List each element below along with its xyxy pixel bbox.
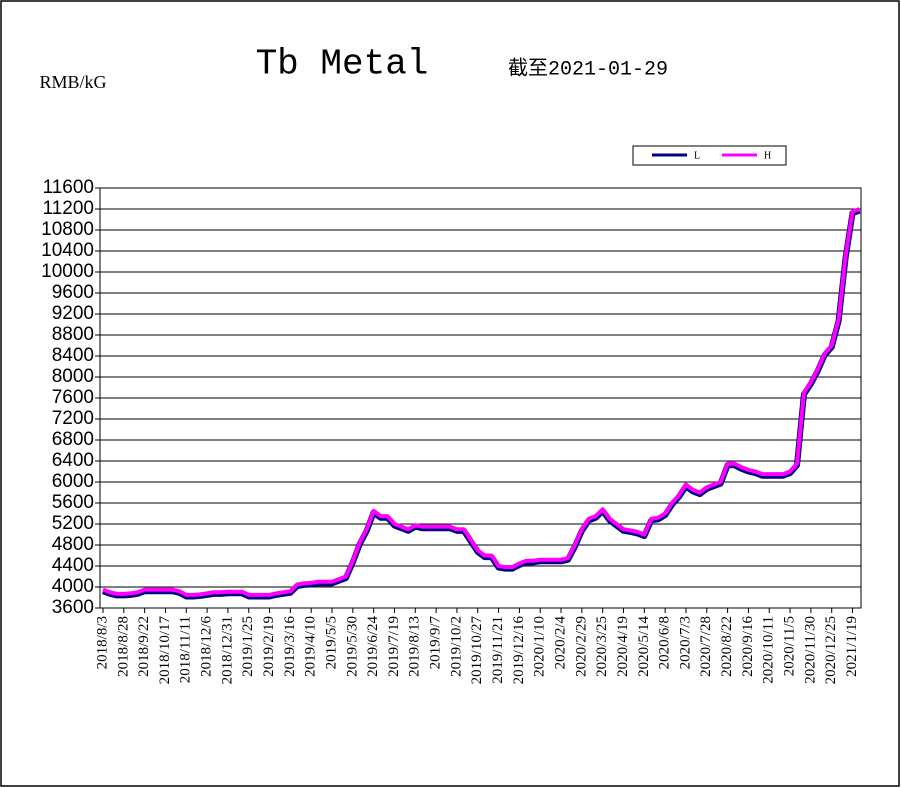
y-tick-label: 4000	[52, 576, 94, 597]
x-tick-label: 2020/9/16	[740, 616, 756, 677]
x-tick-label: 2019/10/2	[448, 616, 464, 677]
y-tick-label: 9600	[52, 282, 94, 303]
x-tick-label: 2020/8/22	[719, 616, 735, 677]
y-tick-label: 6400	[52, 450, 94, 471]
x-tick-label: 2019/5/30	[344, 616, 360, 677]
x-tick-label: 2019/2/19	[261, 616, 277, 677]
y-tick-label: 4400	[52, 555, 94, 576]
x-tick-label: 2021/1/19	[844, 616, 860, 677]
x-tick-label: 2019/8/13	[407, 616, 423, 677]
x-tick-label: 2020/12/25	[823, 616, 839, 684]
x-tick-label: 2019/12/16	[511, 616, 527, 685]
x-tick-label: 2020/5/14	[636, 616, 652, 677]
chart-subtitle: 截至2021-01-29	[508, 56, 668, 81]
y-tick-label: 8400	[52, 345, 94, 366]
x-tick-label: 2019/5/5	[323, 616, 339, 669]
chart-title: Tb Metal	[256, 44, 429, 85]
x-tick-label: 2019/10/27	[469, 616, 485, 685]
x-tick-label: 2020/3/25	[594, 616, 610, 677]
y-tick-label: 7200	[52, 408, 94, 429]
y-tick-label: 3600	[52, 597, 94, 618]
x-tick-label: 2020/10/11	[761, 616, 777, 684]
x-tick-label: 2020/6/8	[657, 616, 673, 669]
y-tick-label: 10000	[41, 261, 94, 282]
x-tick-label: 2019/11/21	[490, 616, 506, 684]
x-tick-label: 2019/6/24	[365, 616, 381, 677]
x-tick-label: 2018/8/3	[94, 616, 110, 669]
x-tick-label: 2018/9/22	[136, 616, 152, 677]
x-tick-label: 2020/11/5	[781, 616, 797, 676]
legend	[632, 145, 787, 166]
y-tick-label: 6800	[52, 429, 94, 450]
legend-label: H	[764, 150, 771, 161]
y-tick-label: 10800	[41, 219, 94, 240]
y-tick-label: 5600	[52, 492, 94, 513]
y-tick-label: 8800	[52, 324, 94, 345]
x-tick-label: 2019/7/19	[386, 616, 402, 677]
y-tick-label: 5200	[52, 513, 94, 534]
legend-label: L	[694, 150, 700, 161]
x-tick-label: 2018/8/28	[115, 616, 131, 677]
x-tick-label: 2019/4/10	[303, 616, 319, 677]
x-tick-label: 2018/11/11	[178, 616, 194, 683]
x-tick-label: 2020/7/3	[677, 616, 693, 669]
y-axis-label: RMB/kG	[39, 72, 106, 92]
y-tick-label: 6000	[52, 471, 94, 492]
y-tick-label: 10400	[41, 240, 94, 261]
x-tick-label: 2018/12/31	[219, 616, 235, 684]
y-tick-label: 7600	[52, 387, 94, 408]
x-tick-label: 2020/7/28	[698, 616, 714, 677]
x-tick-label: 2020/11/30	[802, 616, 818, 684]
x-tick-label: 2019/9/7	[428, 616, 444, 670]
y-tick-label: 4800	[52, 534, 94, 555]
y-tick-label: 11600	[43, 177, 94, 198]
y-tick-label: 8000	[52, 366, 94, 387]
x-tick-label: 2020/2/29	[573, 616, 589, 677]
x-tick-label: 2018/12/6	[199, 616, 215, 677]
line-series	[102, 207, 861, 597]
x-tick-label: 2019/3/16	[282, 616, 298, 677]
x-tick-label: 2020/1/10	[532, 616, 548, 677]
x-tick-label: 2020/2/4	[552, 616, 568, 670]
x-tick-label: 2019/1/25	[240, 616, 256, 677]
x-tick-label: 2018/10/17	[157, 616, 173, 685]
x-tick-label: 2020/4/19	[615, 616, 631, 677]
y-tick-label: 9200	[52, 303, 94, 324]
y-tick-label: 11200	[43, 198, 94, 219]
